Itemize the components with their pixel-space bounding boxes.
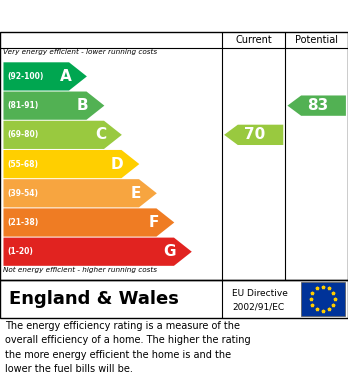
Polygon shape bbox=[3, 121, 122, 149]
Text: (69-80): (69-80) bbox=[8, 130, 39, 139]
Text: The energy efficiency rating is a measure of the
overall efficiency of a home. T: The energy efficiency rating is a measur… bbox=[5, 321, 251, 374]
Text: (1-20): (1-20) bbox=[8, 247, 33, 256]
Text: F: F bbox=[148, 215, 159, 230]
Text: EU Directive: EU Directive bbox=[232, 289, 288, 298]
Text: C: C bbox=[95, 127, 106, 142]
Text: 70: 70 bbox=[244, 127, 266, 142]
Polygon shape bbox=[224, 125, 283, 145]
Text: Potential: Potential bbox=[295, 35, 338, 45]
Text: E: E bbox=[131, 186, 141, 201]
Text: 83: 83 bbox=[307, 98, 329, 113]
Text: England & Wales: England & Wales bbox=[9, 290, 179, 308]
FancyBboxPatch shape bbox=[301, 282, 345, 316]
Text: Current: Current bbox=[235, 35, 272, 45]
Polygon shape bbox=[3, 179, 157, 207]
Polygon shape bbox=[3, 238, 192, 266]
Text: (92-100): (92-100) bbox=[8, 72, 44, 81]
Polygon shape bbox=[3, 91, 104, 120]
Text: Not energy efficient - higher running costs: Not energy efficient - higher running co… bbox=[3, 267, 158, 273]
Polygon shape bbox=[3, 62, 87, 91]
Text: (55-68): (55-68) bbox=[8, 160, 39, 169]
Polygon shape bbox=[287, 95, 346, 116]
Text: (39-54): (39-54) bbox=[8, 189, 39, 198]
Text: Very energy efficient - lower running costs: Very energy efficient - lower running co… bbox=[3, 49, 158, 55]
Text: Energy Efficiency Rating: Energy Efficiency Rating bbox=[9, 9, 230, 23]
Polygon shape bbox=[3, 208, 174, 237]
Text: (81-91): (81-91) bbox=[8, 101, 39, 110]
Text: G: G bbox=[164, 244, 176, 259]
Polygon shape bbox=[3, 150, 139, 178]
Text: B: B bbox=[77, 98, 89, 113]
Text: (21-38): (21-38) bbox=[8, 218, 39, 227]
Text: D: D bbox=[111, 156, 124, 172]
Text: A: A bbox=[60, 69, 71, 84]
Text: 2002/91/EC: 2002/91/EC bbox=[232, 303, 285, 312]
